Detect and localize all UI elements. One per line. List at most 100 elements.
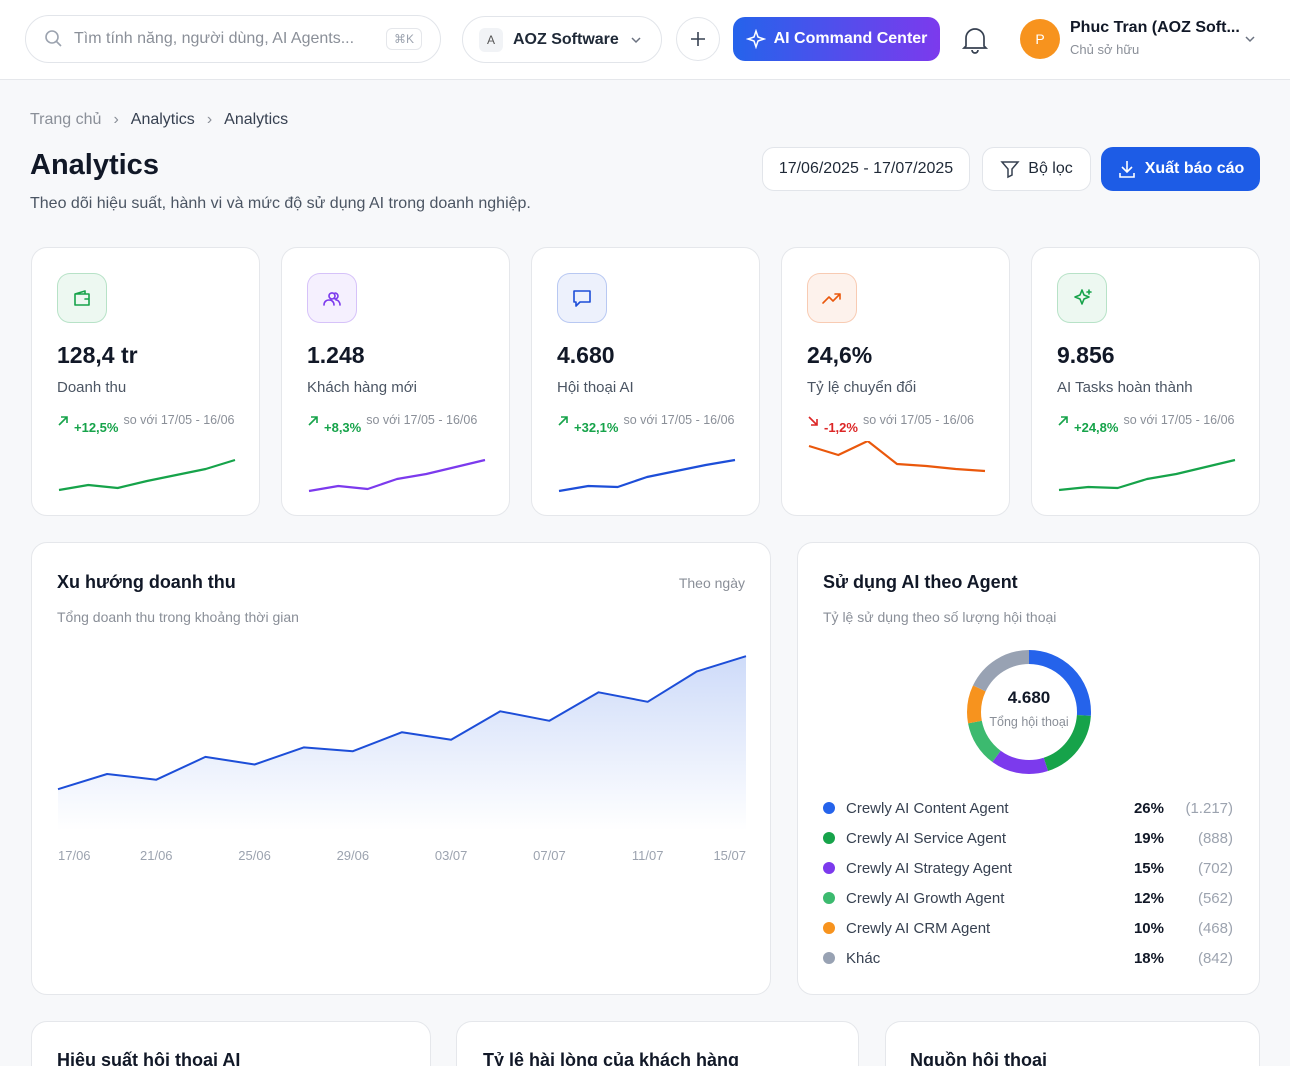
legend-dot [823, 892, 835, 904]
date-range[interactable]: 17/06/2025 - 17/07/2025 [762, 147, 970, 191]
breadcrumb: Trang chủ › Analytics › Analytics [30, 111, 288, 129]
delta-arrow [1058, 416, 1068, 426]
kpi-card: 24,6% Tỷ lệ chuyển đổi -1,2% so với 17/05 -… [781, 247, 1010, 516]
shortcut: ⌘K [385, 28, 422, 50]
legend-dot [823, 952, 835, 964]
card-title: Xu hướng doanh thu [57, 572, 236, 592]
area [58, 656, 746, 831]
bottom-card: Tỷ lệ hài lòng của khách hàng [456, 1021, 859, 1066]
kpi-compare: so với 17/05 - 16/06 [862, 413, 975, 427]
delta-arrow [308, 416, 318, 426]
search-placeholder: Tìm tính năng, người dùng, AI Agents... [74, 30, 355, 47]
breadcrumb-item[interactable]: Trang chủ [30, 111, 102, 128]
user-name: Phuc Tran (AOZ Soft... [1070, 19, 1240, 36]
arrow-path [558, 416, 568, 426]
sparkline-line [558, 458, 736, 493]
kpi-delta: +12,5% [74, 420, 119, 435]
kpi-icon [557, 273, 607, 323]
legend-dot [823, 832, 835, 844]
legend-dot [823, 802, 835, 814]
kpi-delta: +24,8% [1074, 420, 1119, 435]
delta-arrow [558, 416, 568, 426]
x-tick-label: 03/07 [435, 848, 468, 863]
x-tick-label: 21/06 [140, 848, 173, 863]
export-button[interactable]: Xuất báo cáo [1101, 147, 1260, 191]
legend-count: (888) [1198, 830, 1233, 847]
legend-name: Crewly AI Content Agent [846, 800, 1009, 817]
x-tick-label: 11/07 [632, 848, 664, 863]
kpi-compare: so với 17/05 - 16/06 [123, 413, 235, 427]
donut-segment [967, 650, 1091, 774]
legend-name: Crewly AI Strategy Agent [846, 860, 1013, 877]
workspace-initial: A [479, 27, 503, 52]
download-icon [1118, 161, 1135, 178]
separator: › [206, 111, 213, 128]
workspace-selector[interactable]: A AOZ Software [462, 16, 662, 63]
icon-glyph [74, 290, 90, 306]
donut-segment [967, 650, 1091, 774]
revenue-card: Xu hướng doanh thu Theo ngày Tổng doanh … [31, 542, 771, 995]
kpi-delta: +32,1% [574, 420, 619, 435]
legend-name: Crewly AI Service Agent [846, 830, 1007, 847]
avatar[interactable]: P [1020, 19, 1060, 59]
kpi-label: Doanh thu [57, 379, 127, 396]
add-button[interactable] [676, 17, 720, 61]
export-label: Xuất báo cáo [1144, 160, 1245, 177]
icon-glyph [323, 292, 341, 306]
period[interactable]: Theo ngày [679, 575, 745, 591]
kpi-value: 4.680 [557, 342, 615, 368]
kpi-value: 24,6% [807, 342, 873, 368]
kpi-icon [57, 273, 107, 323]
legend-percent: 26% [1134, 800, 1164, 817]
icon-path [822, 293, 841, 304]
search-box[interactable]: Tìm tính năng, người dùng, AI Agents... … [25, 15, 441, 63]
kpi-value: 1.248 [307, 342, 365, 368]
filter-button[interactable]: Bộ lọc [982, 147, 1091, 191]
arrow-path [808, 416, 818, 426]
legend-dot [823, 862, 835, 874]
kpi-delta-row: +24,8% so với 17/05 - 16/06 [1057, 410, 1237, 438]
legend-count: (702) [1198, 860, 1233, 877]
icon-path [323, 292, 341, 306]
kpi-compare: so với 17/05 - 16/06 [623, 413, 735, 427]
date-range-label: 17/06/2025 - 17/07/2025 [778, 160, 954, 177]
icon-glyph [822, 293, 841, 304]
x-tick-label: 29/06 [337, 848, 370, 863]
legend-percent: 12% [1134, 890, 1164, 907]
icon-path [1074, 289, 1092, 305]
legend-name: Khác [846, 950, 881, 967]
chevron[interactable] [1243, 32, 1257, 46]
bell-icon[interactable] [961, 25, 989, 55]
kpi-delta-row: +12,5% so với 17/05 - 16/06 [57, 410, 237, 438]
kpi-icon [807, 273, 857, 323]
sparkline-line [58, 458, 236, 492]
page-subtitle: Theo dõi hiệu suất, hành vi và mức độ sử… [30, 195, 531, 212]
x-tick-label: 07/07 [533, 848, 566, 863]
icon-path [573, 290, 591, 307]
kpi-value: 128,4 tr [57, 342, 138, 368]
x-tick-label: 15/07 [713, 848, 746, 863]
kpi-card: 4.680 Hội thoại AI +32,1% so với 17/05 - 16… [531, 247, 760, 516]
icon-path [74, 290, 90, 306]
donut-total-label: Tổng hội thoại [989, 715, 1068, 729]
kpi-delta-row: +32,1% so với 17/05 - 16/06 [557, 410, 737, 438]
legend-percent: 10% [1134, 920, 1164, 937]
legend-count: (842) [1198, 950, 1233, 967]
arrow-path [58, 416, 68, 426]
kpi-label: Khách hàng mới [307, 379, 417, 396]
x-tick-label: 17/06 [58, 848, 91, 863]
kpi-compare: so với 17/05 - 16/06 [366, 413, 478, 427]
revenue-chart: 17/06 21/06 25/06 29/06 03/07 07/07 11/07 15/07 [57, 655, 747, 863]
card-title: Sử dụng AI theo Agent [823, 572, 1018, 592]
sparkline [1058, 458, 1236, 492]
kpi-delta: +8,3% [324, 420, 362, 435]
sparkline [58, 458, 236, 492]
breadcrumb-item[interactable]: Analytics [130, 111, 195, 128]
page-title: Analytics [30, 149, 159, 181]
ai-command-button[interactable]: AI Command Center [733, 17, 940, 61]
separator: › [113, 111, 119, 128]
donut-segment [967, 650, 1091, 774]
search-icon [45, 30, 62, 47]
legend-dot [823, 922, 835, 934]
card-subtitle: Tỷ lệ sử dụng theo số lượng hội thoại [823, 609, 1057, 625]
